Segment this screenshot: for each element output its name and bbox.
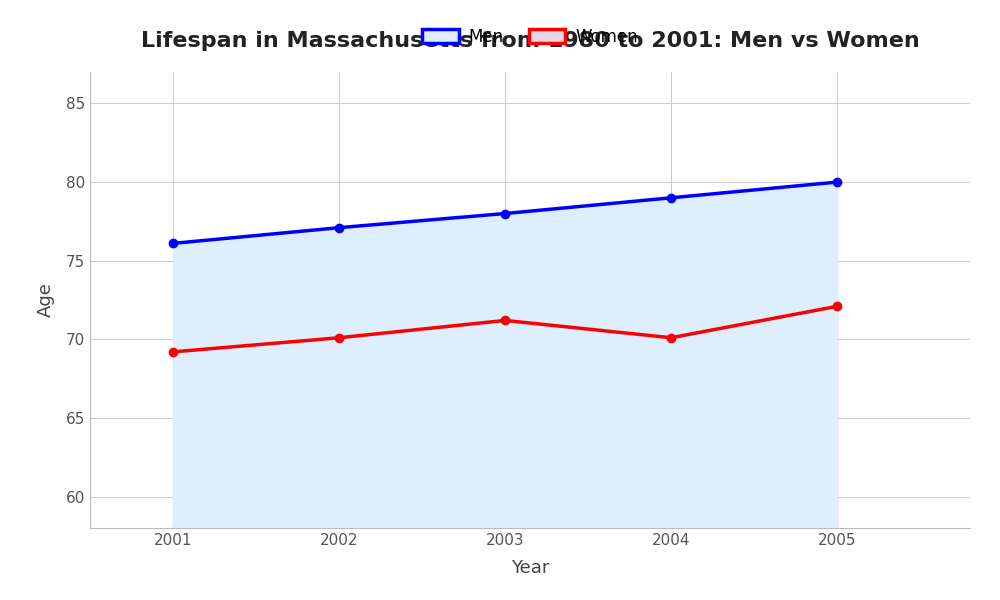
Title: Lifespan in Massachusetts from 1980 to 2001: Men vs Women: Lifespan in Massachusetts from 1980 to 2… [141,31,919,51]
Y-axis label: Age: Age [37,283,55,317]
X-axis label: Year: Year [511,559,549,577]
Legend: Men, Women: Men, Women [415,21,645,52]
